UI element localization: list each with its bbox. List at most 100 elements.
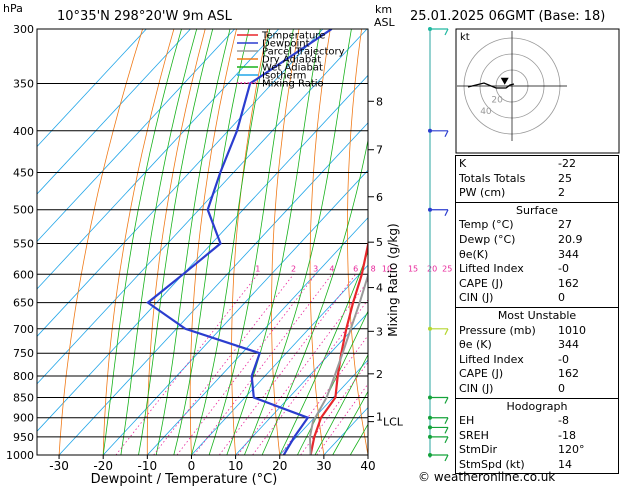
- series-line-dewpoint: [146, 29, 333, 455]
- most-unstable-table: Most Unstable Pressure (mb) 1010 θe (K) 34…: [455, 307, 619, 399]
- surface-row: CIN (J) 0: [459, 291, 565, 305]
- wind-barb-dot: [428, 207, 432, 212]
- hodograph-trace: [467, 82, 515, 89]
- x-tick-label: 10: [228, 459, 243, 473]
- km-tick-label: 7: [376, 144, 383, 157]
- dry-adiabat-line: [346, 29, 368, 455]
- mixing-ratio-line: [237, 280, 368, 455]
- legend-label: Dry Adiabat: [262, 55, 321, 66]
- mixing-ratio-label: 6: [353, 264, 358, 273]
- x-tick-label: 0: [188, 459, 196, 473]
- x-tick-label: -20: [93, 459, 113, 473]
- isotherm-line: [37, 29, 236, 243]
- pressure-axis: 300 350 400 450 500 550 600 650 700 750 800 850 900 9…: [6, 23, 34, 462]
- wind-barb-dot: [428, 326, 432, 331]
- mixing-ratio-label: 15: [408, 264, 418, 273]
- surface-row: Temp (°C) 27: [459, 218, 572, 232]
- mixing-ratio-line: [252, 299, 368, 455]
- mixing-ratio-label: 20: [427, 264, 437, 273]
- wind-barb-flag: [444, 328, 449, 336]
- hodo-row: StmSpd (kt) 14: [459, 457, 572, 471]
- surface-row: Lifted Index -0: [459, 262, 569, 276]
- x-tick-label: -30: [49, 459, 69, 473]
- mixing-ratio-line: [193, 274, 333, 455]
- isotherm-line: [37, 29, 324, 337]
- lcl-label: LCL: [383, 416, 404, 429]
- dry-adiabat-line: [102, 29, 175, 455]
- mixing-ratio-label: 1: [255, 264, 260, 273]
- wet-adiabat-line: [102, 29, 182, 455]
- dry-adiabat-line: [271, 29, 300, 455]
- wind-barb-dot: [428, 434, 432, 439]
- index-row-pw: PW (cm) 2: [459, 186, 565, 200]
- footer-credit[interactable]: © weatheronline.co.uk: [418, 470, 556, 484]
- pressure-tick-label: 700: [13, 323, 34, 336]
- km-tick-label: 6: [376, 191, 383, 204]
- km-tick-label: 3: [376, 325, 383, 338]
- datetime-title: 25.01.2025 06GMT (Base: 18): [410, 9, 605, 24]
- pressure-tick-label: 350: [13, 78, 34, 91]
- wind-barb-flag: [444, 436, 449, 444]
- mu-row: Lifted Index -0: [459, 352, 569, 366]
- mixing-ratio-labels: 1 2 3 4 6 8 10 15 20 25: [255, 264, 452, 273]
- km-tick-label: 1: [376, 411, 383, 424]
- wet-adiabat-line: [261, 138, 368, 455]
- series-line-temperature: [309, 240, 368, 455]
- pressure-tick-label: 750: [13, 347, 34, 360]
- hodograph-params-table: Hodograph EH -8 SREH -18 StmDir 120° StmSpd…: [455, 398, 619, 475]
- wet-adiabat-line: [173, 29, 250, 455]
- km-tick-label: 5: [376, 236, 383, 249]
- wet-adiabat-line: [279, 250, 368, 455]
- wind-barb-flag: [444, 454, 449, 462]
- pressure-tick-label: 300: [13, 23, 34, 36]
- dry-adiabat-line: [231, 29, 269, 455]
- plot-area: [37, 29, 368, 455]
- legend-label: Temperature: [261, 31, 325, 42]
- wind-barb-dot: [428, 395, 432, 400]
- mixing-ratio-axis-title: Mixing Ratio (g/kg): [386, 223, 400, 336]
- isotherm-line: [37, 29, 191, 195]
- km-tick-label: 4: [376, 282, 383, 295]
- mu-row: CIN (J) 0: [459, 381, 565, 395]
- dry-adiabat-line: [146, 29, 206, 455]
- mu-row: Pressure (mb) 1010: [459, 323, 586, 337]
- info-panel: K -22 Totals Totals 25 PW (cm) 2 Surface Te…: [455, 155, 619, 475]
- isotherm-line: [279, 359, 368, 455]
- asl-unit-label: ASL: [374, 16, 396, 29]
- wind-barb-flag: [444, 209, 449, 217]
- surface-title: Surface: [516, 203, 558, 217]
- pressure-tick-label: 800: [13, 370, 34, 383]
- hodograph-ring-label: 40: [480, 107, 492, 117]
- mixing-ratio-label: 25: [442, 264, 452, 273]
- dry-adiabat-line: [58, 29, 144, 455]
- mixing-ratio-line: [300, 361, 368, 455]
- pressure-tick-label: 450: [13, 166, 34, 179]
- km-tick-label: 8: [376, 95, 383, 108]
- mixing-ratio-label: 2: [291, 264, 296, 273]
- x-axis-title: Dewpoint / Temperature (°C): [91, 472, 278, 486]
- hodo-row: SREH -18: [459, 428, 576, 442]
- isotherm-line: [190, 264, 368, 455]
- dry-adiabats: [58, 29, 368, 455]
- legend-label: Isotherm: [262, 71, 306, 82]
- legend-label: Mixing Ratio: [262, 79, 324, 90]
- wind-barb-flag: [444, 417, 449, 424]
- mixing-ratio-label: 4: [329, 264, 334, 273]
- surface-table: Surface Temp (°C) 27 Dewp (°C) 20.9 θe(K) 3…: [455, 202, 619, 308]
- isotherm-line: [37, 29, 368, 385]
- hodo-row: StmDir 120°: [459, 443, 585, 457]
- hodograph-params-title: Hodograph: [506, 399, 568, 413]
- storm-motion-marker: [500, 77, 509, 85]
- hodograph-frame: [455, 28, 620, 154]
- wind-profile: [428, 27, 449, 462]
- surface-row: Dewp (°C) 20.9: [459, 232, 583, 246]
- surface-row: CAPE (J) 162: [459, 276, 579, 290]
- mu-row: θe (K) 344: [459, 338, 579, 352]
- isotherm-line: [235, 312, 368, 455]
- wind-barb-dot: [428, 425, 432, 430]
- km-unit-label: km: [375, 3, 392, 16]
- pressure-unit-label: hPa: [3, 2, 23, 15]
- wind-barb-flag: [444, 130, 449, 138]
- pressure-tick-label: 550: [13, 237, 34, 250]
